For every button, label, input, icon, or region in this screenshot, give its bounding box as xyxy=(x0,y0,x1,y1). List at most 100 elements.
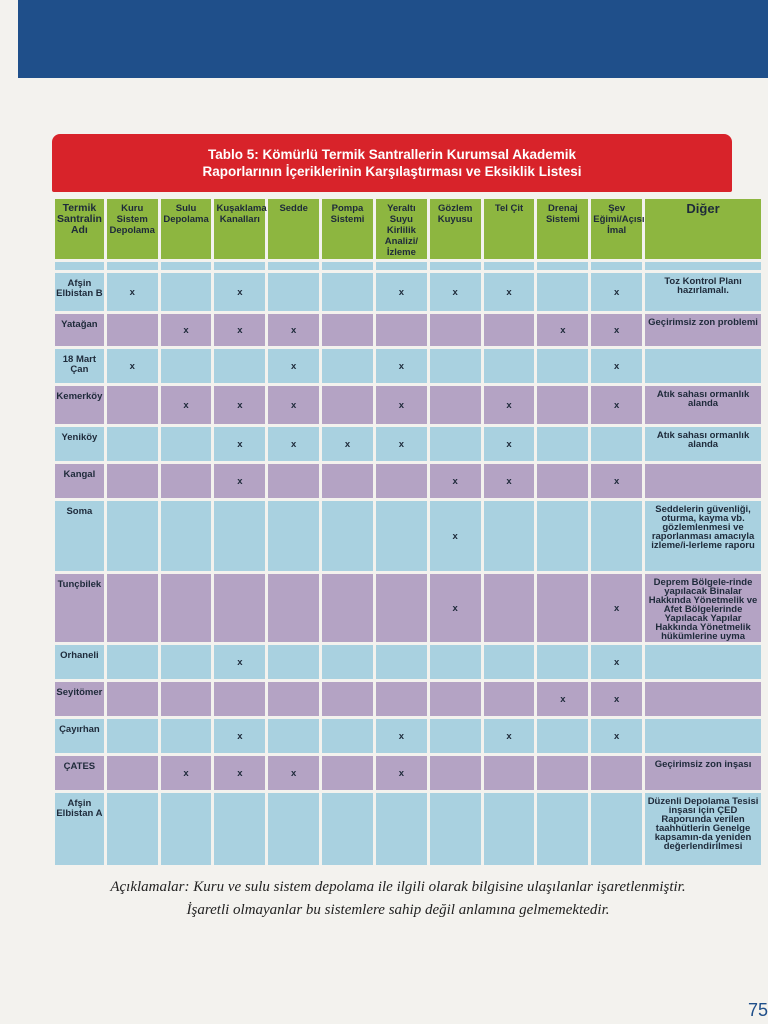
plant-name-cell: Kangal xyxy=(55,464,104,498)
table-row: Yatağan x x x x x Geçirimsiz zon problemi xyxy=(55,314,761,346)
mark-cell: x xyxy=(537,682,589,716)
table-title-line2: Raporlarının İçeriklerinin Karşılaştırma… xyxy=(202,164,582,179)
table-row: Orhaneli x x xyxy=(55,645,761,679)
mark-cell xyxy=(537,793,589,865)
mark-cell xyxy=(537,349,589,383)
mark-cell xyxy=(537,756,589,790)
mark-cell xyxy=(268,682,320,716)
mark-cell: x xyxy=(429,574,481,642)
mark-cell: x xyxy=(429,464,481,498)
mark-cell: x xyxy=(591,682,643,716)
table-row: Yeniköy x x x x x Atık sahası ormanlık alanda xyxy=(55,427,761,461)
mark-cell xyxy=(160,682,212,716)
mark-cell: x xyxy=(483,273,535,311)
mark-cell xyxy=(106,682,158,716)
mark-cell xyxy=(375,501,427,571)
plant-name-cell: Tunçbilek xyxy=(55,574,104,642)
mark-cell: x xyxy=(160,314,212,346)
mark-cell xyxy=(375,574,427,642)
col-header-dry-storage: Kuru Sistem Depolama xyxy=(106,199,158,259)
mark-cell xyxy=(429,349,481,383)
mark-cell xyxy=(375,314,427,346)
other-notes-cell xyxy=(645,645,761,679)
col-header-observation-well: Gözlem Kuyusu xyxy=(429,199,481,259)
mark-cell xyxy=(160,719,212,753)
mark-cell: x xyxy=(375,719,427,753)
plant-name-cell: Yeniköy xyxy=(55,427,104,461)
mark-cell xyxy=(106,386,158,424)
mark-cell: x xyxy=(268,349,320,383)
mark-cell xyxy=(268,464,320,498)
plant-name-cell: Orhaneli xyxy=(55,645,104,679)
mark-cell: x xyxy=(214,314,266,346)
mark-cell xyxy=(375,464,427,498)
table-row: Kemerköy x x x x x x Atık sahası ormanlık aland… xyxy=(55,386,761,424)
mark-cell: x xyxy=(214,427,266,461)
mark-cell xyxy=(160,501,212,571)
col-header-groundwater: Yeraltı Suyu Kirlilik Analizi/İzleme xyxy=(375,199,427,259)
mark-cell: x xyxy=(591,645,643,679)
mark-cell: x xyxy=(268,756,320,790)
mark-cell xyxy=(483,793,535,865)
header-row: Termik Santralin Adı Kuru Sistem Depolam… xyxy=(55,199,761,259)
col-header-other: Diğer xyxy=(645,199,761,259)
top-blue-band xyxy=(18,0,768,78)
mark-cell xyxy=(537,427,589,461)
mark-cell: x xyxy=(591,574,643,642)
mark-cell xyxy=(160,427,212,461)
mark-cell xyxy=(106,756,158,790)
mark-cell xyxy=(537,386,589,424)
mark-cell: x xyxy=(214,273,266,311)
table-title: Tablo 5: Kömürlü Termik Santrallerin Kur… xyxy=(52,134,732,192)
mark-cell xyxy=(268,793,320,865)
other-notes-cell: Toz Kontrol Planı hazırlamalı. xyxy=(645,273,761,311)
mark-cell xyxy=(106,793,158,865)
mark-cell: x xyxy=(268,427,320,461)
mark-cell: x xyxy=(214,719,266,753)
table-row: ÇATES x x x x Geçirimsiz zon inşası xyxy=(55,756,761,790)
page-number: 75 xyxy=(747,1000,768,1020)
mark-cell xyxy=(429,427,481,461)
plant-name-cell: Seyitömer xyxy=(55,682,104,716)
mark-cell xyxy=(106,501,158,571)
note-line2: İşaretli olmayanlar bu sistemlere sahip … xyxy=(186,902,610,918)
plant-name-cell: Soma xyxy=(55,501,104,571)
other-notes-cell xyxy=(645,464,761,498)
mark-cell xyxy=(591,793,643,865)
mark-cell xyxy=(322,719,373,753)
table-row: Tunçbilek x x Deprem Bölgele-rinde yapılaca… xyxy=(55,574,761,642)
mark-cell xyxy=(483,501,535,571)
mark-cell xyxy=(214,574,266,642)
other-notes-cell: Atık sahası ormanlık alanda xyxy=(645,386,761,424)
mark-cell: x xyxy=(483,719,535,753)
col-header-plant-name: Termik Santralin Adı xyxy=(55,199,104,259)
mark-cell xyxy=(214,349,266,383)
mark-cell: x xyxy=(322,427,373,461)
mark-cell xyxy=(322,682,373,716)
mark-cell xyxy=(537,501,589,571)
mark-cell: x xyxy=(268,386,320,424)
mark-cell xyxy=(429,386,481,424)
table-row: Soma x Seddelerin güvenliği, oturma, kayma… xyxy=(55,501,761,571)
mark-cell: x xyxy=(591,273,643,311)
mark-cell xyxy=(591,427,643,461)
mark-cell: x xyxy=(375,756,427,790)
plant-name-cell: 18 Mart Çan xyxy=(55,349,104,383)
mark-cell xyxy=(591,756,643,790)
mark-cell xyxy=(322,386,373,424)
mark-cell xyxy=(375,793,427,865)
other-notes-cell: Düzenli Depolama Tesisi inşası için ÇED … xyxy=(645,793,761,865)
mark-cell xyxy=(429,645,481,679)
mark-cell xyxy=(214,501,266,571)
mark-cell xyxy=(160,349,212,383)
col-header-wire-fence: Tel Çit xyxy=(483,199,535,259)
mark-cell xyxy=(322,464,373,498)
col-header-wet-storage: Sulu Depolama xyxy=(160,199,212,259)
mark-cell: x xyxy=(483,464,535,498)
explanation-note: Açıklamalar: Kuru ve sulu sistem depolam… xyxy=(28,876,768,922)
mark-cell: x xyxy=(214,756,266,790)
other-notes-cell: Atık sahası ormanlık alanda xyxy=(645,427,761,461)
mark-cell xyxy=(537,464,589,498)
mark-cell xyxy=(106,574,158,642)
mark-cell xyxy=(106,314,158,346)
